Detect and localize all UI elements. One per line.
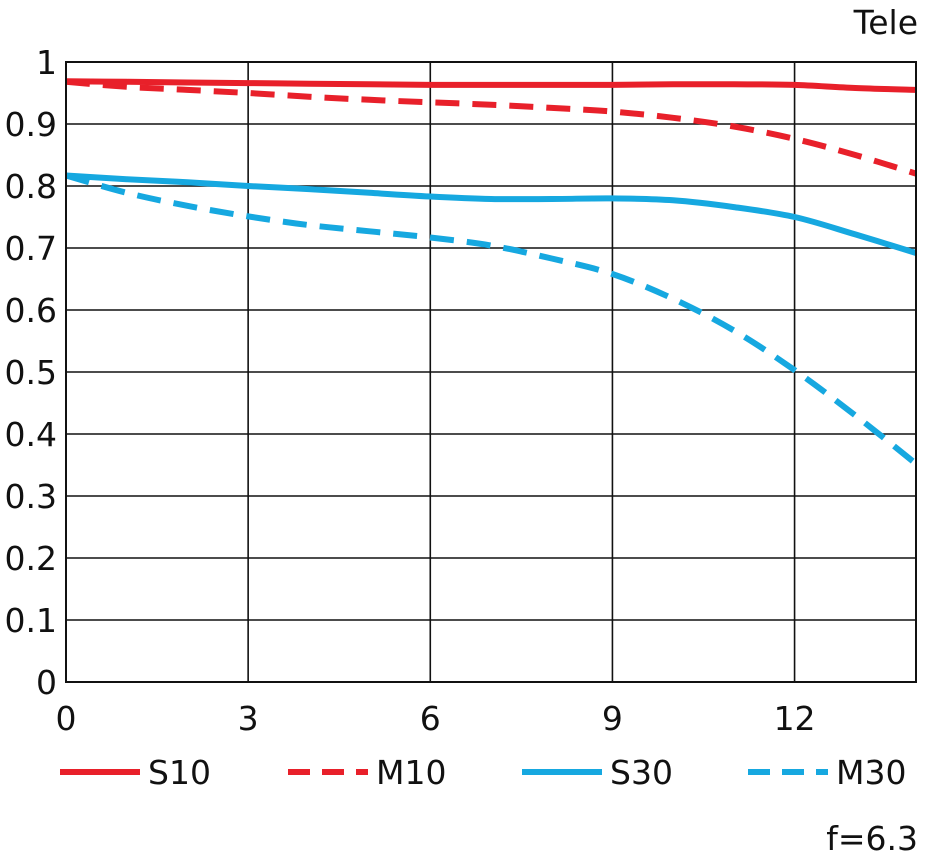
chart-title: Tele [853, 3, 918, 42]
y-tick-label: 0.2 [5, 539, 57, 578]
series-line-s10 [65, 78, 917, 93]
aperture-footnote: f=6.3 [826, 819, 918, 856]
legend-label-m10: M10 [376, 753, 446, 792]
grid [65, 61, 916, 683]
y-tick-label: 0.6 [5, 291, 57, 330]
legend: S10 M10 S30 M30 [60, 753, 906, 792]
series-line-m10 [65, 78, 917, 177]
y-tick-label: 0.5 [5, 353, 57, 392]
y-tick-label: 0.9 [5, 105, 57, 144]
x-tick-label: 6 [420, 699, 441, 738]
y-tick-label: 0.3 [5, 477, 57, 516]
series-line-s30 [65, 172, 917, 256]
legend-label-s30: S30 [610, 753, 673, 792]
x-axis-tick-labels: 0 3 6 9 12 [56, 699, 816, 738]
legend-label-m30: M30 [836, 753, 906, 792]
plot-lines [65, 78, 918, 467]
x-tick-label: 12 [774, 699, 816, 738]
y-tick-label: 0.7 [5, 229, 57, 268]
x-tick-label: 3 [238, 699, 259, 738]
y-axis-tick-labels: 0 0.1 0.2 0.3 0.4 0.5 0.6 0.7 0.8 0.9 1 [5, 43, 57, 702]
x-tick-label: 0 [56, 699, 77, 738]
y-tick-label: 1 [36, 43, 57, 82]
y-tick-label: 0.1 [5, 601, 57, 640]
y-tick-label: 0.4 [5, 415, 57, 454]
y-tick-label: 0 [36, 663, 57, 702]
series-line-m30 [65, 172, 918, 467]
plot-frame [65, 61, 917, 683]
x-tick-label: 9 [602, 699, 623, 738]
legend-label-s10: S10 [148, 753, 211, 792]
y-tick-label: 0.8 [5, 167, 57, 206]
